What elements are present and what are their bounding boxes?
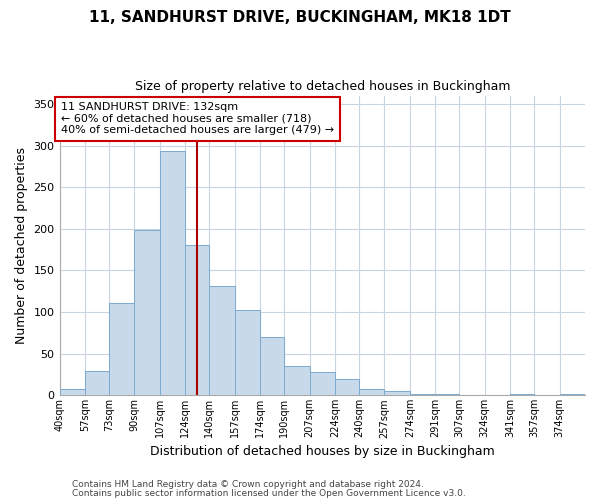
Bar (85, 371, 109, 396)
Title: Size of property relative to detached houses in Buckingham: Size of property relative to detached ho… (134, 80, 510, 93)
Bar (134, 230, 160, 396)
Bar (284, 366, 310, 396)
Text: 11, SANDHURST DRIVE, BUCKINGHAM, MK18 1DT: 11, SANDHURST DRIVE, BUCKINGHAM, MK18 1D… (89, 10, 511, 25)
Bar (359, 388, 385, 396)
Bar (260, 337, 284, 396)
Bar (560, 394, 585, 396)
Bar (410, 394, 435, 396)
X-axis label: Distribution of detached houses by size in Buckingham: Distribution of detached houses by size … (150, 444, 494, 458)
Bar (385, 391, 410, 396)
Text: 11 SANDHURST DRIVE: 132sqm
← 60% of detached houses are smaller (718)
40% of sem: 11 SANDHURST DRIVE: 132sqm ← 60% of deta… (61, 102, 334, 136)
Bar (59, 390, 85, 396)
Bar (335, 378, 359, 396)
Bar (235, 310, 260, 396)
Text: Contains HM Land Registry data © Crown copyright and database right 2024.: Contains HM Land Registry data © Crown c… (72, 480, 424, 489)
Bar (209, 286, 235, 396)
Bar (109, 303, 134, 396)
Bar (435, 394, 459, 396)
Bar (310, 372, 335, 396)
Bar (160, 152, 185, 396)
Text: Contains public sector information licensed under the Open Government Licence v3: Contains public sector information licen… (72, 488, 466, 498)
Bar (510, 394, 534, 396)
Y-axis label: Number of detached properties: Number of detached properties (15, 147, 28, 344)
Bar (185, 244, 209, 396)
